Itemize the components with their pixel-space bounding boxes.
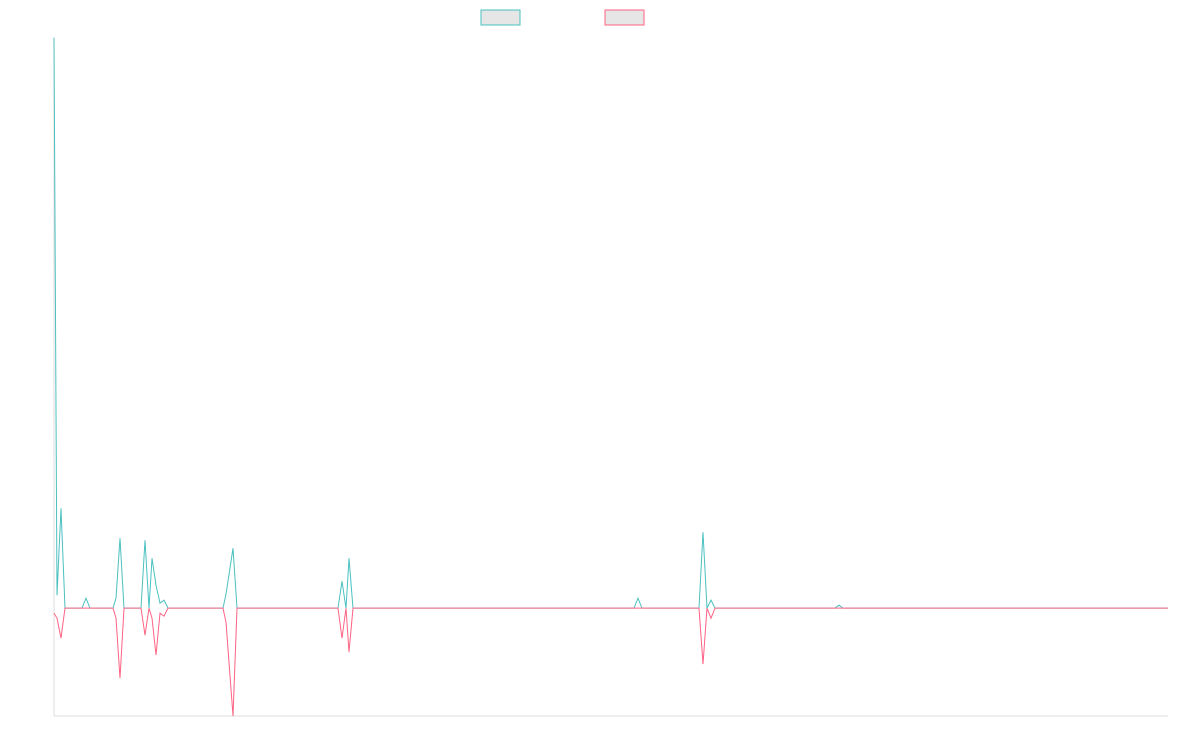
legend: [480, 9, 645, 26]
legend-swatch[interactable]: [480, 9, 521, 26]
line: [53, 607, 1168, 717]
legend-swatch[interactable]: [604, 9, 645, 26]
line: [53, 37, 1168, 611]
